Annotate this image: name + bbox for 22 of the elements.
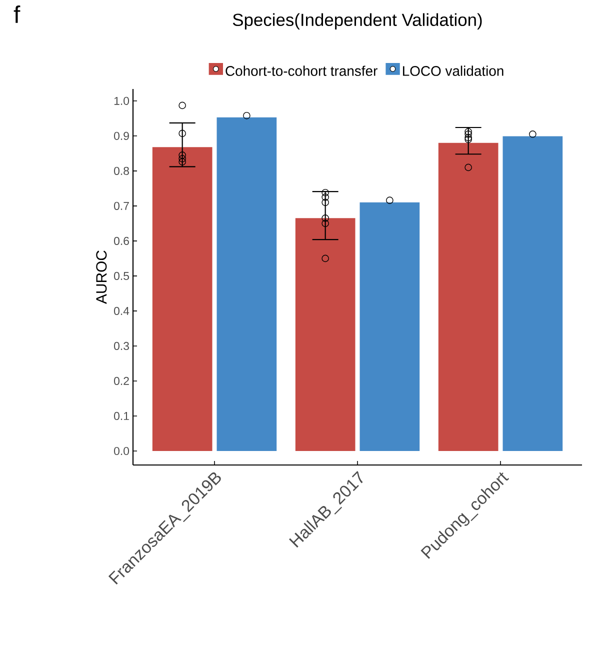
bar: [152, 147, 212, 451]
bar: [502, 136, 563, 451]
bar: [438, 142, 498, 451]
bar: [295, 218, 356, 451]
y-tick-label: 1.0: [114, 96, 130, 105]
y-tick-label: 0.9: [114, 132, 129, 140]
y-tick-label: 0.0: [114, 446, 130, 456]
legend-label: LOCO validation: [402, 66, 504, 76]
y-tick-label: 0.3: [114, 342, 129, 350]
y-tick-label: 0.7: [114, 202, 129, 210]
y-tick-label: 0.8: [114, 166, 129, 175]
bar: [360, 202, 420, 451]
y-tick-label: 0.4: [114, 306, 130, 316]
text: f: [14, 6, 20, 23]
y-tick-label: 0.5: [114, 272, 129, 280]
y-tick-label: 0.6: [114, 236, 129, 245]
legend-label: Cohort-to-cohort transfer: [226, 66, 378, 76]
y-tick-label: 0.1: [114, 412, 129, 420]
bar: [216, 117, 277, 451]
chart-title: Species(Independent Validation): [232, 13, 482, 30]
y-axis-title: AUROC: [96, 250, 107, 304]
y-tick-label: 0.2: [114, 376, 129, 386]
